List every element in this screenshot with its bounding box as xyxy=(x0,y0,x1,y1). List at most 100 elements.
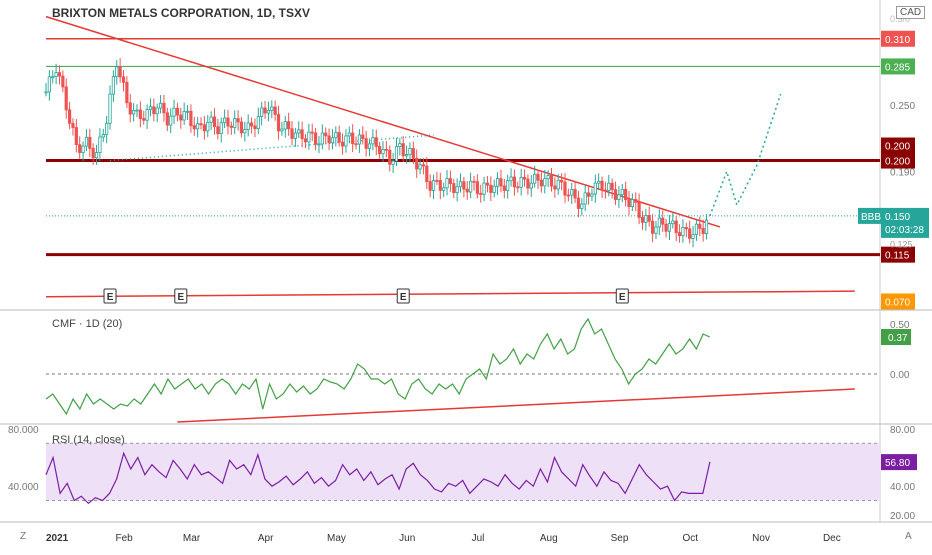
candle-body xyxy=(57,72,62,77)
candle-body xyxy=(300,129,304,140)
x-tick-label: Feb xyxy=(116,533,134,544)
x-tick-label: Oct xyxy=(683,533,699,544)
candle-body xyxy=(509,176,513,182)
rsi-last-tag-bg xyxy=(881,454,917,471)
candle-body xyxy=(431,180,436,191)
candle-body xyxy=(681,227,685,237)
candle-body xyxy=(657,217,661,228)
price-tag-0070: 0.070 xyxy=(885,297,910,308)
candle-body xyxy=(135,109,139,112)
candle-body xyxy=(398,143,402,147)
candle-body xyxy=(428,181,432,191)
candle-body xyxy=(381,148,385,155)
candle-body xyxy=(287,121,291,130)
price-trendline xyxy=(109,134,434,162)
candle-body xyxy=(162,102,166,114)
candle-body xyxy=(44,91,48,94)
candle-body xyxy=(533,173,537,184)
candle-body xyxy=(115,66,119,77)
candle-body xyxy=(111,76,115,95)
candle-body xyxy=(519,176,523,188)
candle-body xyxy=(276,114,281,132)
candle-body xyxy=(388,149,392,165)
candle-body xyxy=(78,144,82,153)
price-tag-0285-bg xyxy=(881,58,915,75)
candle-body xyxy=(522,176,527,180)
candle-body xyxy=(516,186,520,189)
candle-body xyxy=(610,182,614,191)
price-tag-0115-bg xyxy=(881,246,915,263)
candle-body xyxy=(573,189,577,199)
price-tag-0200-upper: 0.200 xyxy=(885,142,910,153)
candle-body xyxy=(74,127,78,146)
candle-body xyxy=(216,126,220,135)
price-trendline xyxy=(45,290,855,298)
candle-body xyxy=(560,179,564,183)
cmf-last-tag-bg xyxy=(881,329,911,345)
candle-body xyxy=(132,109,136,115)
candle-body xyxy=(458,181,463,188)
candle-body xyxy=(212,116,217,128)
rsi-y-tick-label: 20.00 xyxy=(890,511,915,522)
earnings-marker: E xyxy=(107,292,114,303)
candle-body xyxy=(465,188,469,193)
auto-scale-button[interactable]: A xyxy=(905,531,912,542)
rsi-y-tick-label: 40.00 xyxy=(890,482,915,493)
candle-body xyxy=(226,117,230,127)
candle-body xyxy=(462,181,466,190)
candle-body xyxy=(563,181,567,196)
candle-body xyxy=(54,72,58,78)
candle-body xyxy=(94,152,99,159)
candle-body xyxy=(84,136,89,147)
candle-body xyxy=(233,118,237,128)
last-price-tag: 0.150 xyxy=(885,212,910,223)
candle-body xyxy=(482,182,486,195)
earnings-marker: E xyxy=(400,292,407,303)
chart-title: BRIXTON METALS CORPORATION, 1D, TSXV xyxy=(52,6,311,20)
candle-body xyxy=(485,182,490,186)
candle-body xyxy=(128,102,132,115)
candle-body xyxy=(445,178,449,189)
candle-body xyxy=(344,135,348,147)
candle-body xyxy=(661,217,665,225)
candle-body xyxy=(81,145,85,153)
rsi-left-label: 80.000 xyxy=(8,425,39,436)
candle-body xyxy=(47,76,51,93)
earnings-marker: E xyxy=(177,292,184,303)
candle-body xyxy=(469,180,473,193)
candle-body xyxy=(442,187,446,191)
candle-body xyxy=(364,138,368,149)
x-tick-label: Jul xyxy=(472,533,485,544)
candle-body xyxy=(553,185,557,190)
rsi-left-label: 40.000 xyxy=(8,482,39,493)
candle-body xyxy=(51,76,55,79)
candle-body xyxy=(138,109,142,119)
timezone-button[interactable]: Z xyxy=(20,531,27,542)
candle-body xyxy=(71,122,75,128)
candle-body xyxy=(630,199,634,208)
candle-body xyxy=(243,129,247,134)
candle-body xyxy=(570,189,574,196)
candle-body xyxy=(91,147,95,159)
candle-body xyxy=(367,143,372,149)
candle-body xyxy=(556,179,560,190)
candle-body xyxy=(613,189,618,200)
candle-body xyxy=(425,165,429,182)
currency-badge[interactable]: CAD xyxy=(896,6,926,19)
candle-body xyxy=(694,223,699,236)
candle-body xyxy=(492,185,496,193)
candle-body xyxy=(479,193,483,195)
candle-body xyxy=(624,188,628,201)
candle-body xyxy=(88,136,92,149)
candle-body xyxy=(219,122,223,135)
cmf-y-tick-label: 0.50 xyxy=(890,320,910,331)
candle-body xyxy=(320,132,324,145)
cmf-last-tag: 0.37 xyxy=(888,333,908,344)
candle-body xyxy=(576,197,581,209)
candle-body xyxy=(172,107,176,117)
earnings-marker-box xyxy=(615,288,629,304)
candle-body xyxy=(499,178,503,187)
candle-body xyxy=(209,116,213,123)
candle-body xyxy=(260,107,264,117)
